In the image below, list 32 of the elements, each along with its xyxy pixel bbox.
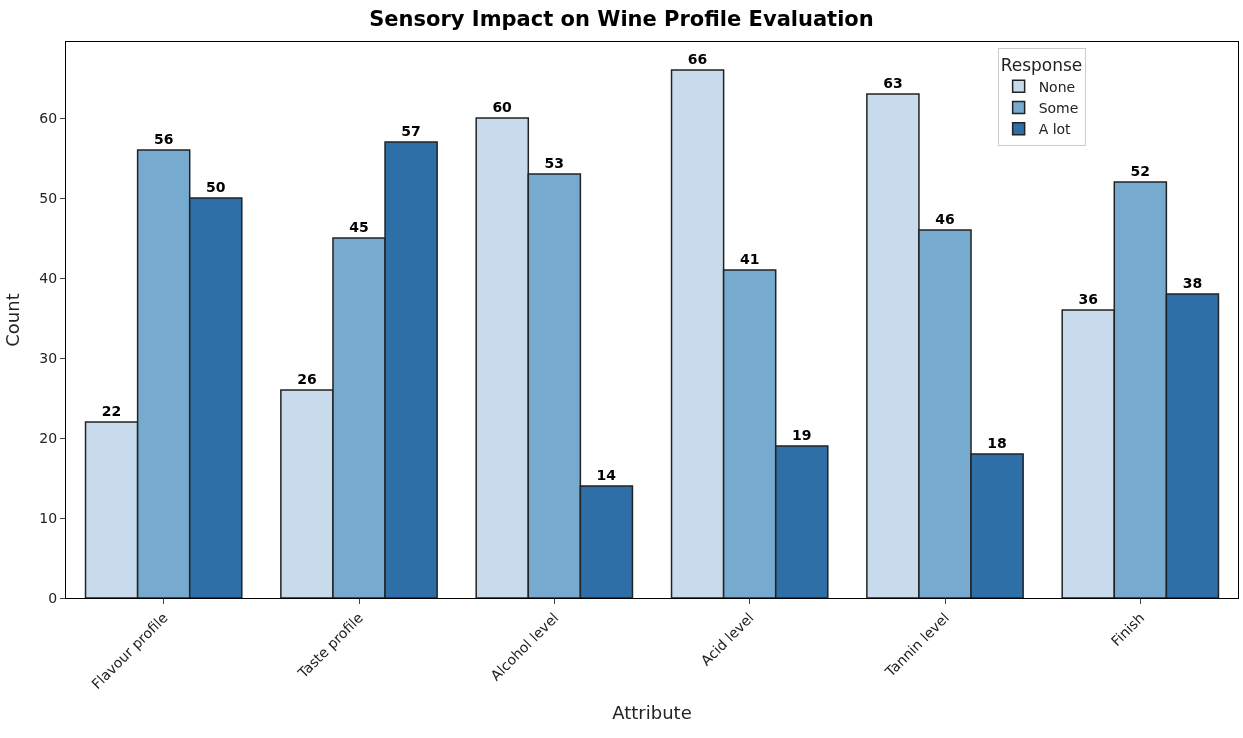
- y-tick-label: 60: [39, 109, 58, 126]
- data-label: 36: [1078, 291, 1098, 307]
- chart-title: Sensory Impact on Wine Profile Evaluation: [369, 6, 874, 31]
- data-label: 18: [987, 435, 1007, 451]
- data-label: 14: [596, 467, 617, 483]
- x-axis-title: Attribute: [612, 702, 692, 724]
- data-label: 52: [1130, 163, 1151, 179]
- data-label: 66: [687, 51, 708, 67]
- data-label: 46: [935, 211, 955, 227]
- legend-label: A lot: [1038, 121, 1072, 138]
- legend-title: Response: [1000, 54, 1083, 75]
- data-label: 26: [297, 371, 317, 387]
- data-label: 19: [792, 427, 812, 443]
- data-label: 56: [153, 131, 174, 147]
- legend-label: None: [1038, 78, 1076, 95]
- y-tick-label: 40: [39, 269, 58, 286]
- y-tick-label: 0: [48, 589, 58, 606]
- data-label: 50: [205, 179, 226, 195]
- data-label: 53: [544, 155, 565, 171]
- data-label: 38: [1182, 275, 1203, 291]
- data-label: 60: [492, 99, 513, 115]
- data-label: 57: [401, 123, 421, 139]
- data-label: 41: [739, 251, 760, 267]
- y-axis-title: Count: [1, 293, 23, 347]
- legend-label: Some: [1038, 99, 1079, 116]
- y-tick-label: 30: [39, 349, 58, 366]
- data-label: 63: [883, 75, 903, 91]
- y-tick-label: 20: [39, 429, 58, 446]
- data-label: 22: [101, 403, 122, 419]
- data-label: 45: [349, 219, 369, 235]
- y-tick-label: 10: [39, 509, 58, 526]
- y-tick-label: 50: [39, 189, 58, 206]
